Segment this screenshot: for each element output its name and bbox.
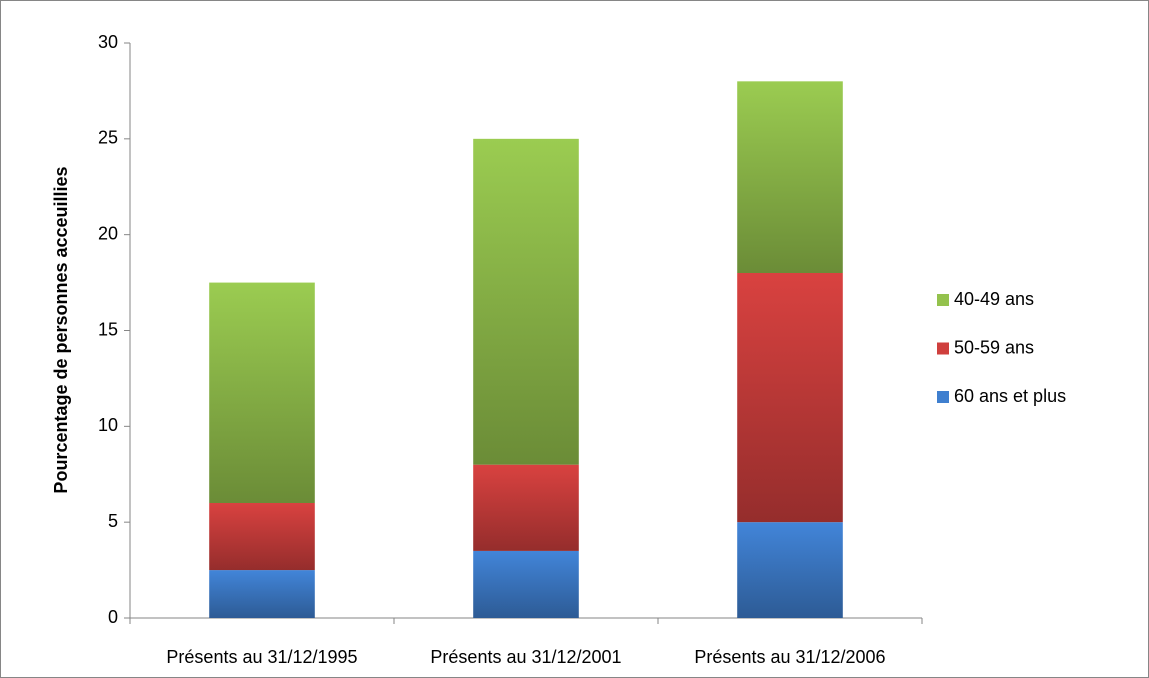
bar-segment	[473, 464, 579, 551]
x-tick-label: Présents au 31/12/2001	[430, 647, 621, 667]
bar-segment	[737, 273, 843, 523]
y-tick-label: 5	[108, 511, 118, 531]
y-tick-label: 30	[98, 32, 118, 52]
bar-segment	[209, 282, 315, 503]
y-tick-label: 0	[108, 607, 118, 627]
legend-label: 50-59 ans	[954, 337, 1034, 357]
bar-segment	[737, 522, 843, 618]
legend-swatch	[937, 391, 949, 403]
y-axis-label: Pourcentage de personnes acceuillies	[51, 166, 71, 493]
y-tick-label: 20	[98, 223, 118, 243]
x-tick-label: Présents au 31/12/1995	[166, 647, 357, 667]
x-tick-label: Présents au 31/12/2006	[694, 647, 885, 667]
bar-segment	[209, 503, 315, 571]
legend-label: 40-49 ans	[954, 289, 1034, 309]
bar-segment	[473, 550, 579, 618]
y-tick-label: 15	[98, 319, 118, 339]
y-tick-label: 25	[98, 128, 118, 148]
bar-segment	[473, 138, 579, 465]
legend-label: 60 ans et plus	[954, 386, 1066, 406]
y-tick-label: 10	[98, 415, 118, 435]
bar-segment	[209, 570, 315, 618]
legend-swatch	[937, 342, 949, 355]
bar-segment	[737, 81, 843, 273]
legend-swatch	[937, 294, 949, 306]
